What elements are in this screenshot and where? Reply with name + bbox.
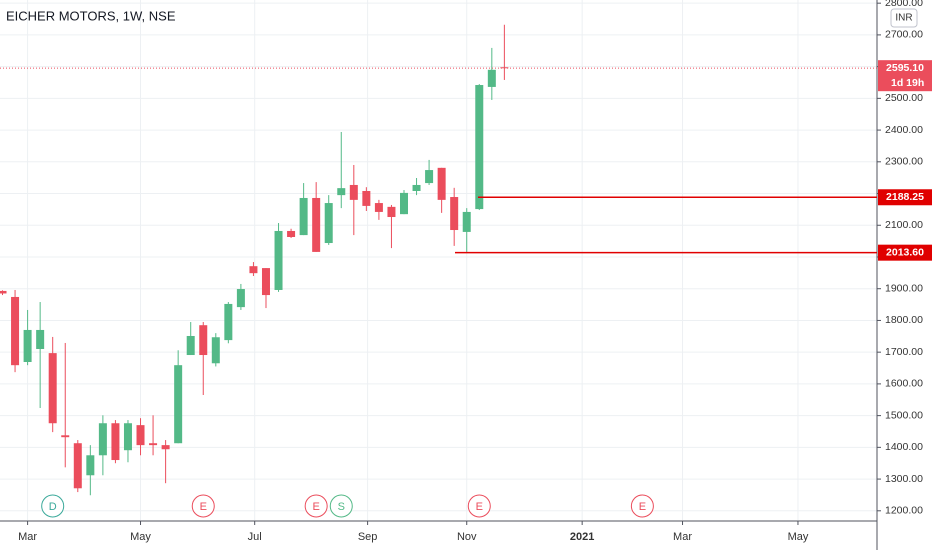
price-label: 2013.60: [886, 246, 924, 258]
x-tick-label: Nov: [457, 531, 477, 543]
y-tick-label: 2700.00: [885, 29, 923, 41]
candle-body: [11, 296, 20, 366]
candle-body: [437, 167, 446, 200]
event-label: D: [49, 501, 57, 513]
y-tick-label: 1200.00: [885, 505, 923, 517]
candle-body: [349, 184, 358, 200]
y-tick-label: 1300.00: [885, 473, 923, 485]
y-tick-label: 1800.00: [885, 314, 923, 326]
event-marker[interactable]: [467, 494, 491, 518]
candle-body: [224, 303, 233, 341]
candle-body: [123, 423, 132, 451]
candle-body: [86, 455, 95, 476]
candle-body: [374, 203, 383, 212]
y-tick-label: 2300.00: [885, 156, 923, 168]
candle-body: [450, 197, 459, 231]
y-tick-label: 2800.00: [885, 0, 923, 9]
candle-body: [362, 190, 371, 206]
candle-body: [199, 325, 208, 356]
chart-title: EICHER MOTORS, 1W, NSE: [6, 8, 176, 23]
currency-box[interactable]: [890, 8, 918, 28]
event-label: E: [312, 501, 319, 513]
y-tick-label: 2100.00: [885, 219, 923, 231]
y-tick-label: 1900.00: [885, 282, 923, 294]
candle-body: [487, 69, 496, 87]
candle-body: [312, 197, 321, 252]
event-marker[interactable]: [41, 494, 65, 518]
candle-body: [61, 435, 70, 438]
candle-body: [161, 445, 170, 450]
candle-body: [399, 192, 408, 215]
candle-body: [324, 203, 333, 244]
candle-body: [299, 197, 308, 236]
candle-body: [211, 337, 220, 364]
candle-body: [36, 329, 45, 349]
x-tick-label: May: [130, 531, 151, 543]
x-tick-label: May: [788, 531, 809, 543]
candle-body: [249, 266, 258, 274]
candle-body: [174, 365, 183, 444]
x-tick-label: 2021: [570, 531, 594, 543]
y-tick-label: 2400.00: [885, 124, 923, 136]
candle-body: [186, 335, 195, 356]
event-label: E: [639, 501, 646, 513]
candle-body: [261, 268, 270, 296]
y-tick-label: 1500.00: [885, 409, 923, 421]
candle-body: [23, 329, 32, 363]
candle-body: [236, 289, 245, 308]
candle-body: [98, 423, 107, 456]
x-tick-label: Mar: [18, 531, 37, 543]
candle-body: [475, 85, 484, 210]
price-label: 2188.25: [886, 191, 924, 203]
event-marker[interactable]: [329, 494, 353, 518]
x-tick-label: Sep: [358, 531, 378, 543]
candle-body: [48, 353, 57, 424]
event-label: E: [200, 501, 207, 513]
candle-body: [387, 206, 396, 218]
candle-body: [111, 423, 120, 461]
event-marker[interactable]: [630, 494, 654, 518]
currency: INR: [895, 13, 912, 24]
last-price-label: 2595.10: [886, 62, 924, 74]
candle-body: [274, 230, 283, 290]
candle-body: [0, 290, 7, 294]
event-label: E: [476, 501, 483, 513]
candle-body: [287, 230, 296, 237]
candle-body: [337, 188, 346, 196]
price-label-box: [878, 244, 932, 261]
event-label: S: [338, 501, 345, 513]
y-tick-label: 1700.00: [885, 346, 923, 358]
y-tick-label: 2500.00: [885, 92, 923, 104]
x-tick-label: Mar: [673, 531, 692, 543]
last-price-box: [878, 60, 932, 92]
candle-body: [73, 443, 82, 489]
candle-body: [136, 425, 145, 446]
candle-body: [149, 443, 158, 446]
candle-body: [462, 211, 471, 232]
event-marker[interactable]: [191, 494, 215, 518]
event-marker[interactable]: [304, 494, 328, 518]
y-tick-label: 1600.00: [885, 378, 923, 390]
x-tick-label: Jul: [248, 531, 262, 543]
price-label-box: [878, 189, 932, 206]
countdown: 1d 19h: [891, 77, 924, 89]
candle-body: [412, 184, 421, 191]
y-tick-label: 1400.00: [885, 441, 923, 453]
candle-body: [425, 170, 434, 184]
